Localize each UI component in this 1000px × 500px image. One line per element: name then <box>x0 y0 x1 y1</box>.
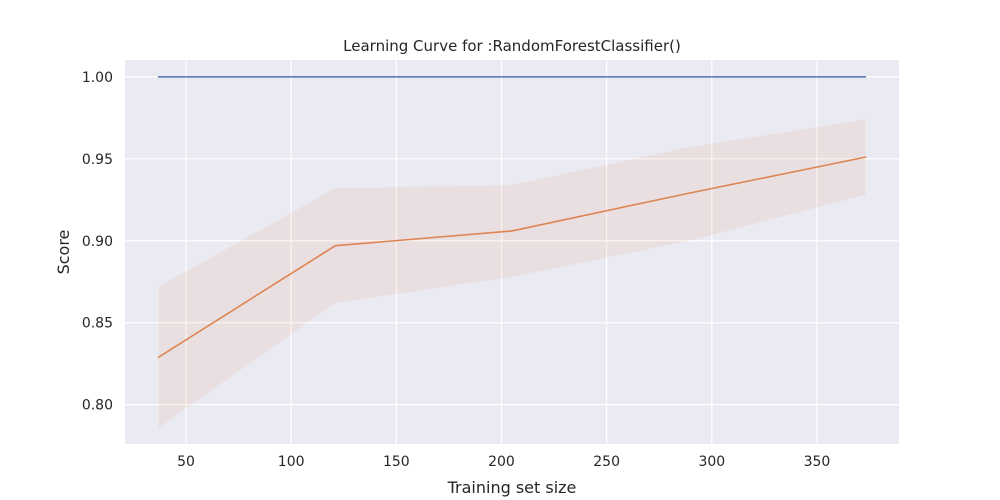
series-line-1 <box>157 156 867 359</box>
confidence-bands <box>158 119 866 428</box>
x-tick-label: 50 <box>177 454 195 470</box>
y-tick-label: 0.90 <box>82 234 113 250</box>
y-axis-label: Score <box>54 230 73 275</box>
confidence-band-1 <box>158 119 866 428</box>
x-tick-label: 250 <box>593 454 620 470</box>
y-tick-label: 0.95 <box>82 152 113 168</box>
grid <box>125 60 899 444</box>
plot-area <box>125 60 899 444</box>
x-tick-label: 100 <box>278 454 305 470</box>
x-tick-label: 350 <box>804 454 831 470</box>
y-tick-label: 0.85 <box>82 316 113 332</box>
y-tick-label: 0.80 <box>82 398 113 414</box>
x-axis-label: Training set size <box>447 478 577 497</box>
series-lines <box>157 76 867 359</box>
x-tick-label: 200 <box>488 454 515 470</box>
y-tick-label: 1.00 <box>82 70 113 86</box>
x-tick-label: 300 <box>698 454 725 470</box>
tick-labels: 50 100 150 200 250 300 350 0.80 0.85 0.90 0.95 1.00 <box>82 70 831 470</box>
x-tick-label: 150 <box>383 454 410 470</box>
chart-title: Learning Curve for :RandomForestClassifi… <box>343 37 681 55</box>
